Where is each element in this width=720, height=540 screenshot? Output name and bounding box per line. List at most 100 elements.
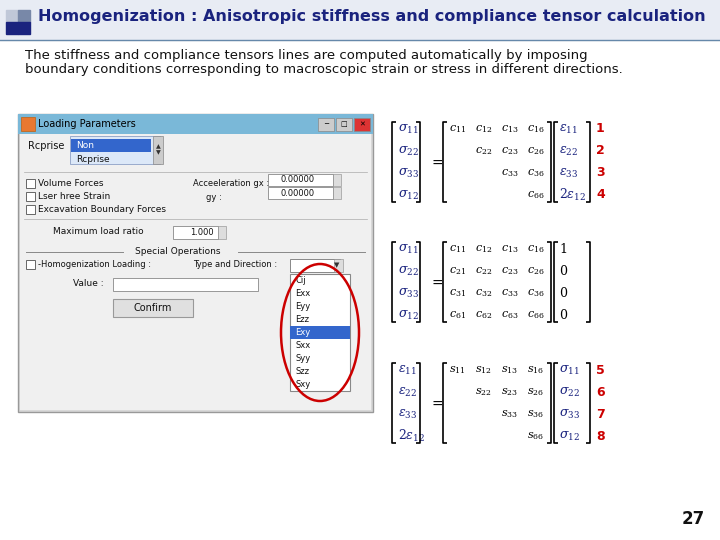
Text: Exy: Exy bbox=[295, 328, 310, 337]
Text: 2: 2 bbox=[596, 145, 605, 158]
Text: $=$: $=$ bbox=[429, 275, 444, 289]
Bar bbox=[333, 174, 341, 186]
Bar bbox=[268, 187, 333, 199]
Bar bbox=[318, 118, 334, 131]
Text: $c_{22}$: $c_{22}$ bbox=[475, 145, 492, 157]
Text: $\sigma_{33}$: $\sigma_{33}$ bbox=[398, 166, 419, 179]
Text: $\sigma_{12}$: $\sigma_{12}$ bbox=[398, 188, 419, 201]
Text: $c_{63}$: $c_{63}$ bbox=[501, 309, 518, 321]
Text: 1: 1 bbox=[596, 123, 605, 136]
Text: Ezz: Ezz bbox=[295, 315, 309, 324]
Text: $=$: $=$ bbox=[429, 155, 444, 169]
Text: Lser hree Strain: Lser hree Strain bbox=[38, 192, 110, 201]
Text: $\sigma_{12}$: $\sigma_{12}$ bbox=[559, 429, 580, 443]
Text: $c_{16}$: $c_{16}$ bbox=[527, 123, 544, 135]
Text: 7: 7 bbox=[596, 408, 605, 421]
Text: $c_{12}$: $c_{12}$ bbox=[475, 123, 492, 135]
Bar bbox=[18, 22, 30, 34]
Text: $\varepsilon_{22}$: $\varepsilon_{22}$ bbox=[559, 144, 578, 158]
Text: $\sigma_{22}$: $\sigma_{22}$ bbox=[398, 265, 419, 278]
Text: $1$: $1$ bbox=[559, 242, 567, 256]
Text: $c_{66}$: $c_{66}$ bbox=[527, 309, 544, 321]
Text: $c_{12}$: $c_{12}$ bbox=[475, 243, 492, 255]
Bar bbox=[6, 10, 18, 22]
Text: $2\varepsilon_{12}$: $2\varepsilon_{12}$ bbox=[559, 187, 586, 203]
Bar bbox=[290, 326, 350, 339]
Text: $s_{22}$: $s_{22}$ bbox=[475, 386, 492, 398]
Text: $s_{13}$: $s_{13}$ bbox=[501, 364, 518, 376]
Bar bbox=[6, 22, 18, 34]
Text: $s_{36}$: $s_{36}$ bbox=[527, 408, 544, 420]
Text: Acceeleration gx :: Acceeleration gx : bbox=[193, 179, 269, 188]
Text: Special Operations: Special Operations bbox=[135, 247, 221, 256]
Bar bbox=[336, 118, 352, 131]
Text: $c_{11}$: $c_{11}$ bbox=[449, 123, 466, 135]
Text: $\sigma_{22}$: $\sigma_{22}$ bbox=[559, 386, 580, 399]
Text: $c_{33}$: $c_{33}$ bbox=[501, 167, 518, 179]
Bar bbox=[70, 136, 160, 164]
Text: Szz: Szz bbox=[295, 367, 309, 376]
Bar bbox=[26, 205, 35, 214]
Text: $2\varepsilon_{12}$: $2\varepsilon_{12}$ bbox=[398, 428, 425, 444]
Text: $\sigma_{11}$: $\sigma_{11}$ bbox=[398, 123, 418, 136]
Text: $c_{16}$: $c_{16}$ bbox=[527, 243, 544, 255]
Text: 0.00000: 0.00000 bbox=[281, 176, 315, 185]
Text: -Homogenization Loading :: -Homogenization Loading : bbox=[38, 260, 151, 269]
Text: ─: ─ bbox=[324, 122, 328, 127]
Text: $c_{66}$: $c_{66}$ bbox=[527, 189, 544, 201]
Text: $\sigma_{33}$: $\sigma_{33}$ bbox=[559, 408, 580, 421]
Text: Rcprise: Rcprise bbox=[28, 141, 64, 151]
Text: $c_{13}$: $c_{13}$ bbox=[501, 243, 518, 255]
Text: 8: 8 bbox=[596, 429, 605, 442]
Text: Confirm: Confirm bbox=[134, 303, 172, 313]
Bar bbox=[26, 260, 35, 269]
Bar bbox=[20, 134, 371, 410]
Bar bbox=[18, 10, 30, 22]
Text: $\sigma_{11}$: $\sigma_{11}$ bbox=[398, 242, 418, 255]
Text: $c_{31}$: $c_{31}$ bbox=[449, 287, 466, 299]
Text: Homogenization : Anisotropic stiffness and compliance tensor calculation: Homogenization : Anisotropic stiffness a… bbox=[38, 10, 706, 24]
Text: $c_{36}$: $c_{36}$ bbox=[527, 167, 544, 179]
Text: $\varepsilon_{11}$: $\varepsilon_{11}$ bbox=[559, 123, 577, 136]
Text: Rcprise: Rcprise bbox=[76, 154, 109, 164]
Text: 5: 5 bbox=[596, 363, 605, 376]
Text: Syy: Syy bbox=[295, 354, 310, 363]
Text: $c_{11}$: $c_{11}$ bbox=[449, 243, 466, 255]
Bar bbox=[18, 114, 373, 412]
Text: ✕: ✕ bbox=[359, 122, 365, 127]
Bar bbox=[218, 226, 226, 239]
Text: $\varepsilon_{33}$: $\varepsilon_{33}$ bbox=[398, 408, 417, 421]
Text: $s_{12}$: $s_{12}$ bbox=[475, 364, 492, 376]
Text: $0$: $0$ bbox=[559, 308, 568, 322]
Text: 0.00000: 0.00000 bbox=[281, 188, 315, 198]
Text: □: □ bbox=[341, 122, 347, 127]
Text: $0$: $0$ bbox=[559, 286, 568, 300]
Bar bbox=[173, 226, 218, 239]
Bar bbox=[153, 136, 163, 164]
Bar bbox=[333, 187, 341, 199]
Bar bbox=[354, 118, 370, 131]
Text: $s_{11}$: $s_{11}$ bbox=[449, 364, 466, 376]
Text: Type and Direction :: Type and Direction : bbox=[193, 260, 277, 269]
Text: 4: 4 bbox=[596, 188, 605, 201]
Text: Maximum load ratio: Maximum load ratio bbox=[53, 226, 143, 235]
Bar bbox=[21, 117, 35, 131]
Text: $c_{26}$: $c_{26}$ bbox=[527, 265, 544, 277]
Text: Eyy: Eyy bbox=[295, 302, 310, 311]
Text: boundary conditions corresponding to macroscopic strain or stress in different d: boundary conditions corresponding to mac… bbox=[25, 63, 623, 76]
Text: Value :: Value : bbox=[73, 280, 104, 288]
Text: The stiffness and compliance tensors lines are computed automatically by imposin: The stiffness and compliance tensors lin… bbox=[25, 49, 588, 62]
Text: $\sigma_{33}$: $\sigma_{33}$ bbox=[398, 286, 419, 300]
Text: $=$: $=$ bbox=[429, 396, 444, 410]
Text: Sxx: Sxx bbox=[295, 341, 310, 350]
Text: $c_{26}$: $c_{26}$ bbox=[527, 145, 544, 157]
Bar bbox=[113, 299, 193, 317]
Bar bbox=[113, 278, 258, 291]
Text: $c_{36}$: $c_{36}$ bbox=[527, 287, 544, 299]
Bar bbox=[290, 259, 340, 272]
Text: $c_{21}$: $c_{21}$ bbox=[449, 265, 466, 277]
Text: Excavation Boundary Forces: Excavation Boundary Forces bbox=[38, 205, 166, 214]
Bar bbox=[18, 114, 373, 134]
Text: Loading Parameters: Loading Parameters bbox=[38, 119, 136, 129]
Bar bbox=[26, 179, 35, 188]
